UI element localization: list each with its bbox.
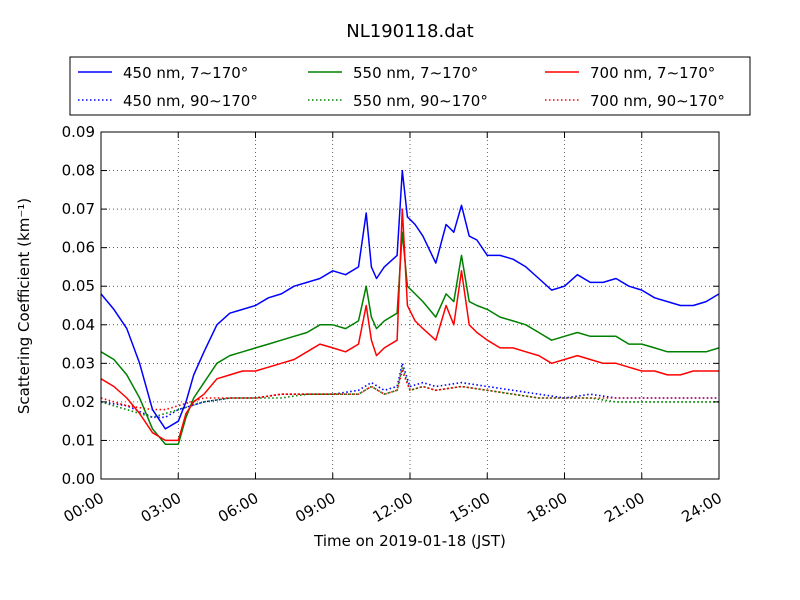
y-tick-label: 0.02 xyxy=(62,393,95,411)
legend-label: 550 nm, 7∼170° xyxy=(353,64,478,82)
legend: 450 nm, 7∼170° 550 nm, 7∼170° 700 nm, 7∼17… xyxy=(69,56,751,116)
legend-label: 550 nm, 90∼170° xyxy=(353,92,488,110)
y-tick-label: 0.07 xyxy=(62,200,95,218)
y-axis-label: Scattering Coefficient (km⁻¹) xyxy=(15,198,33,414)
series-line xyxy=(100,208,719,442)
y-tick-label: 0.08 xyxy=(62,162,95,180)
y-tick-label: 0.05 xyxy=(62,277,95,295)
series-line xyxy=(100,362,719,419)
y-tick-label: 0.00 xyxy=(62,470,95,488)
legend-items: 450 nm, 7∼170° 550 nm, 7∼170° 700 nm, 7∼17… xyxy=(78,64,725,110)
y-tick-label: 0.04 xyxy=(62,316,95,334)
legend-label: 450 nm, 90∼170° xyxy=(123,92,258,110)
legend-label: 700 nm, 90∼170° xyxy=(590,92,725,110)
y-tick-label: 0.06 xyxy=(62,239,95,257)
grid xyxy=(101,132,719,479)
y-tick-label: 0.03 xyxy=(62,354,95,372)
series-line xyxy=(100,366,719,419)
legend-label: 700 nm, 7∼170° xyxy=(590,64,715,82)
x-axis-label: Time on 2019-01-18 (JST) xyxy=(313,532,506,550)
legend-label: 450 nm, 7∼170° xyxy=(123,64,248,82)
legend-box xyxy=(69,56,751,116)
y-tick-label: 0.09 xyxy=(62,123,95,141)
series-layer xyxy=(100,169,720,446)
chart-title: NL190118.dat xyxy=(346,21,473,42)
y-tick-label: 0.01 xyxy=(62,431,95,449)
series-line xyxy=(100,169,720,430)
